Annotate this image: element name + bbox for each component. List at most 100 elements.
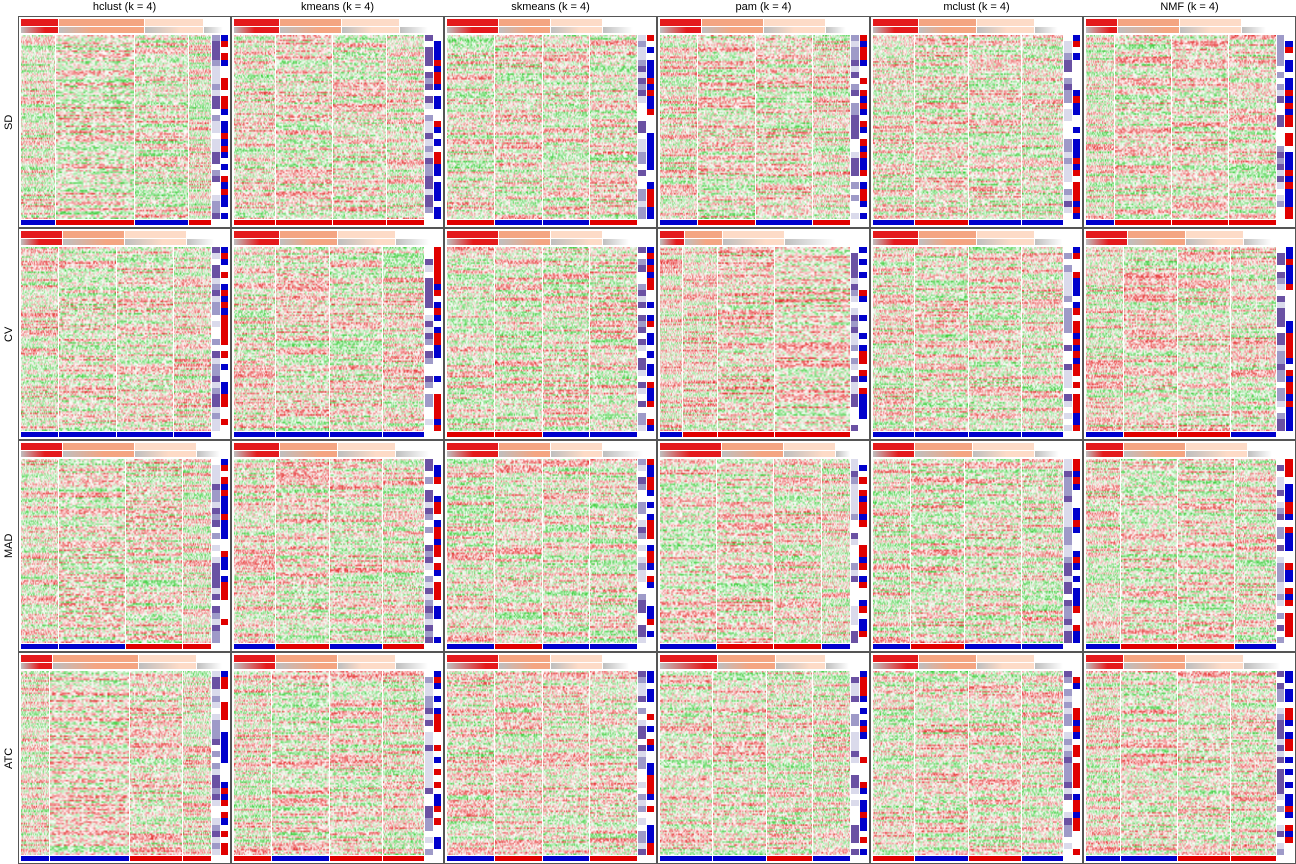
heatmap-cell: [657, 228, 870, 440]
cluster-block: [1022, 459, 1063, 643]
heatmap-cell: [444, 16, 657, 228]
bottom-annotation: [658, 432, 869, 439]
cluster-block: [873, 671, 914, 855]
cluster-block: [189, 35, 211, 219]
cluster-block: [915, 35, 967, 219]
top-annotation: [232, 441, 443, 458]
cluster-block: [1022, 35, 1063, 219]
top-annotation: [658, 229, 869, 246]
cluster-block: [873, 35, 914, 219]
cluster-block: [775, 247, 850, 431]
heatmap-body: [658, 246, 869, 432]
bottom-annotation: [445, 220, 656, 227]
cluster-block: [272, 671, 328, 855]
heatmap-body: [871, 34, 1082, 220]
cluster-block: [915, 671, 967, 855]
heatmap-cell: [870, 228, 1083, 440]
side-annotation: [1277, 35, 1293, 219]
cluster-block: [543, 247, 590, 431]
top-annotation: [232, 229, 443, 246]
cluster-block: [276, 247, 328, 431]
top-annotation: [658, 653, 869, 670]
top-annotation: [871, 653, 1082, 670]
cluster-block: [330, 247, 382, 431]
heatmap-body: [445, 458, 656, 644]
cluster-block: [1121, 671, 1177, 855]
side-annotation: [1277, 671, 1293, 855]
heatmap-body: [658, 670, 869, 856]
heatmap-row: [18, 228, 1296, 440]
top-annotation: [658, 17, 869, 34]
cluster-block: [717, 459, 773, 643]
cluster-block: [1115, 35, 1171, 219]
row-label: ATC: [0, 652, 18, 864]
heatmap-body: [232, 246, 443, 432]
heatmap-body: [1084, 458, 1295, 644]
heatmap-row: [18, 440, 1296, 652]
heatmap-cell: [444, 228, 657, 440]
bottom-annotation: [658, 644, 869, 651]
side-annotation: [425, 247, 441, 431]
cluster-block: [873, 247, 914, 431]
heatmap-cell: [231, 440, 444, 652]
cluster-block: [590, 35, 637, 219]
bottom-annotation: [19, 220, 230, 227]
main-grid: hclust (k = 4)kmeans (k = 4)skmeans (k =…: [18, 0, 1296, 864]
cluster-block: [447, 35, 494, 219]
heatmap-cell: [18, 16, 231, 228]
top-annotation: [19, 229, 230, 246]
cluster-block: [590, 247, 637, 431]
heatmap-cell: [18, 652, 231, 864]
cluster-block: [117, 247, 173, 431]
cluster-block: [713, 671, 765, 855]
cluster-block: [543, 459, 590, 643]
cluster-block: [21, 35, 55, 219]
cluster-block: [543, 671, 590, 855]
side-annotation: [212, 459, 228, 643]
cluster-block: [330, 459, 382, 643]
cluster-block: [813, 671, 850, 855]
heatmap-row: [18, 16, 1296, 228]
top-annotation: [19, 653, 230, 670]
heatmap-body: [232, 670, 443, 856]
heatmap-cell: [870, 652, 1083, 864]
heatmap-rows: [18, 16, 1296, 864]
heatmap-cell: [1083, 652, 1296, 864]
heatmap-cell: [870, 16, 1083, 228]
heatmap-cell: [444, 652, 657, 864]
bottom-annotation: [658, 856, 869, 863]
cluster-block: [543, 35, 590, 219]
heatmap-body: [871, 670, 1082, 856]
cluster-block: [50, 671, 129, 855]
side-annotation: [851, 247, 867, 431]
heatmap-cell: [657, 652, 870, 864]
top-annotation: [658, 441, 869, 458]
cluster-block: [660, 247, 682, 431]
cluster-block: [495, 459, 542, 643]
cluster-block: [495, 671, 542, 855]
heatmap-body: [1084, 246, 1295, 432]
heatmap-body: [1084, 670, 1295, 856]
bottom-annotation: [1084, 432, 1295, 439]
top-annotation: [871, 441, 1082, 458]
side-annotation: [851, 459, 867, 643]
heatmap-cell: [870, 440, 1083, 652]
cluster-block: [234, 35, 275, 219]
cluster-block: [387, 35, 424, 219]
heatmap-cell: [657, 440, 870, 652]
cluster-block: [126, 459, 182, 643]
cluster-block: [1086, 35, 1114, 219]
col-labels: hclust (k = 4)kmeans (k = 4)skmeans (k =…: [18, 0, 1296, 16]
heatmap-row: [18, 652, 1296, 864]
top-annotation: [871, 229, 1082, 246]
heatmap-body: [871, 458, 1082, 644]
row-labels: SDCVMADATC: [0, 0, 18, 864]
cluster-block: [718, 247, 774, 431]
cluster-block: [813, 35, 850, 219]
cluster-block: [135, 35, 187, 219]
side-annotation: [1064, 671, 1080, 855]
top-annotation: [1084, 17, 1295, 34]
col-label: NMF (k = 4): [1083, 0, 1296, 16]
top-annotation: [445, 441, 656, 458]
side-annotation: [425, 35, 441, 219]
